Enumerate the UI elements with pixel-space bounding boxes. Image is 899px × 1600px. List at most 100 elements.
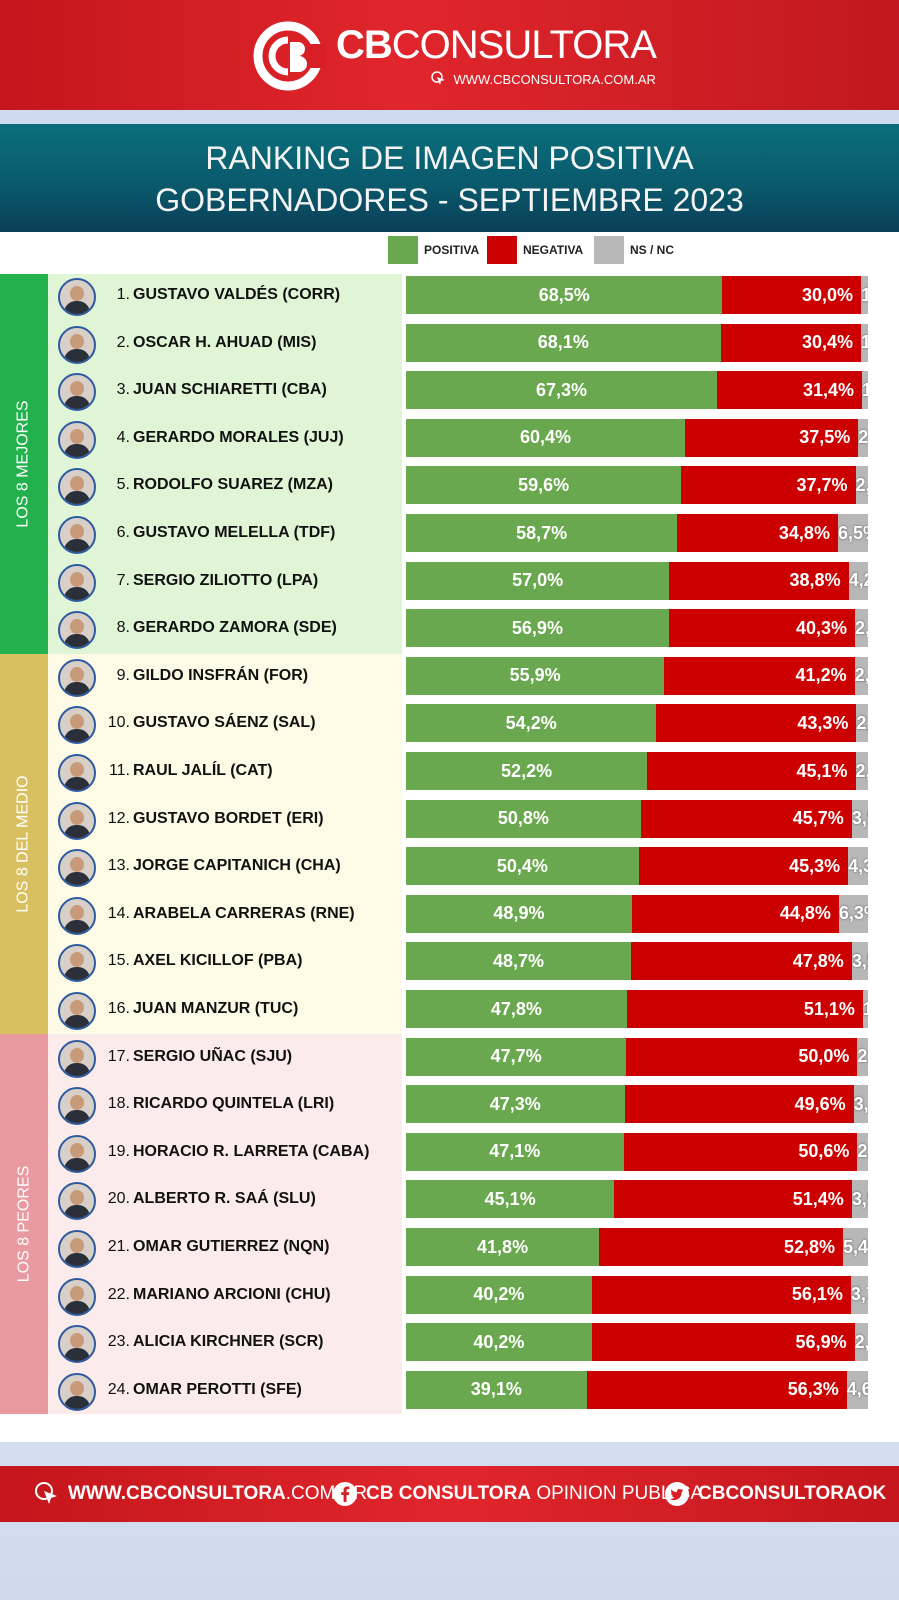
nsnc-bar-segment: 2,3: [857, 1037, 868, 1076]
positiva-bar-segment: 50,4%: [406, 847, 639, 886]
data-label: 45,1%: [484, 1188, 536, 1209]
chart-subtitle: GOBERNADORES - SEPTIEMBRE 2023: [155, 182, 744, 218]
rank-number: 7.: [116, 571, 130, 589]
positiva-bar-segment: 40,2%: [406, 1275, 592, 1314]
rank-number: 9.: [116, 666, 130, 684]
footer-twitter-link[interactable]: CBCONSULTORAOK: [664, 1466, 886, 1522]
group-band-mejores: [0, 274, 48, 654]
nsnc-bar-segment: 2,1: [858, 418, 868, 457]
rank-number: 10.: [107, 714, 130, 732]
data-label: 51,1%: [803, 998, 855, 1019]
governor-name: GUSTAVO VALDÉS (CORR): [133, 286, 341, 303]
nsnc-bar-segment: 1,5: [861, 276, 868, 314]
ranking-row: 7.SERGIO ZILIOTTO (LPA) 57,0% 38,8% 4,2: [0, 560, 899, 608]
nsnc-bar-segment: 1,5: [861, 323, 868, 362]
rank-number: 21.: [107, 1238, 130, 1255]
rank-number: 19.: [107, 1142, 130, 1160]
nsnc-bar-segment: 2,8: [855, 609, 868, 648]
rank-number: 15.: [107, 952, 130, 970]
rank-number: 3.: [116, 381, 130, 399]
data-label: 2,8: [855, 617, 868, 638]
brand-name: CBCONSULTORA: [336, 23, 657, 67]
nsnc-bar-segment: 2,7: [855, 466, 868, 505]
governor-name: OMAR PEROTTI (SFE): [133, 1380, 302, 1398]
governor-name: RICARDO QUINTELA (LRI): [133, 1095, 335, 1113]
brand-logo: CBCONSULTORA WWW.CBCONSULTORA.COM.AR: [250, 18, 657, 94]
negativa-bar-segment: 30,0%: [722, 276, 862, 314]
positiva-bar-segment: 67,3%: [406, 371, 717, 410]
stacked-bar: 47,7% 50,0% 2,3: [406, 1037, 868, 1076]
rank-number: 6.: [116, 524, 130, 541]
positiva-bar-segment: 50,8%: [406, 799, 641, 838]
data-label: 50,0%: [798, 1046, 850, 1067]
rank-number: 18.: [107, 1095, 130, 1113]
stacked-bar: 60,4% 37,5% 2,1: [406, 418, 868, 457]
brand-url-link[interactable]: WWW.CBCONSULTORA.COM.AR: [336, 71, 656, 87]
governor-name: SERGIO UÑAC (SJU): [133, 1047, 293, 1065]
stacked-bar: 48,7% 47,8% 3,5: [406, 942, 868, 981]
governor-photo-avatar: [58, 468, 96, 507]
stacked-bar: 68,5% 30,0% 1,5: [406, 276, 868, 314]
governor-name: GUSTAVO BORDET (ERI): [133, 809, 324, 827]
stacked-bar: 55,9% 41,2% 2,9: [406, 656, 868, 695]
governor-name: RAUL JALÍL (CAT): [133, 762, 273, 779]
data-label: 2,3: [857, 1141, 868, 1162]
data-label: 5,4%: [843, 1236, 868, 1257]
data-label: 1,1: [862, 998, 868, 1019]
governor-photo-avatar: [58, 1039, 96, 1078]
data-label: 2,3: [857, 1046, 868, 1067]
positiva-bar-segment: 54,2%: [406, 704, 657, 743]
ranking-row: 14.ARABELA CARRERAS (RNE) 48,9% 44,8% 6,3%: [0, 893, 899, 941]
governor-photo-avatar: [58, 896, 96, 935]
rank-number: 4.: [116, 428, 130, 446]
data-label: 50,8%: [497, 808, 549, 829]
stacked-bar: 39,1% 56,3% 4,6: [406, 1370, 868, 1409]
data-label: 37,5%: [799, 427, 851, 448]
positiva-bar-segment: 47,3%: [406, 1085, 625, 1124]
negativa-bar-segment: 49,6%: [624, 1085, 854, 1124]
data-label: 34,8%: [778, 522, 830, 543]
data-label: 56,9%: [795, 1331, 847, 1352]
legend-swatch-positiva: [388, 236, 418, 264]
data-label: 47,3%: [489, 1093, 541, 1114]
governor-photo-avatar: [58, 1277, 96, 1316]
negativa-bar-segment: 56,9%: [591, 1323, 855, 1362]
nsnc-bar-segment: 4,6: [846, 1370, 868, 1409]
governor-name: HORACIO R. LARRETA (CABA): [133, 1142, 370, 1160]
rank-number: 13.: [107, 857, 130, 875]
data-label: 3,5: [851, 1188, 868, 1209]
data-label: 50,4%: [496, 855, 548, 876]
governor-photo-avatar: [58, 1087, 96, 1126]
stacked-bar: 52,2% 45,1% 2,7: [406, 752, 868, 790]
data-label: 47,7%: [490, 1046, 542, 1067]
rank-number: 11.: [108, 762, 130, 779]
stacked-bar: 67,3% 31,4% 1,3: [406, 371, 868, 410]
governor-photo-avatar: [58, 1325, 96, 1364]
governor-photo-avatar: [58, 420, 96, 459]
footer-website-link[interactable]: WWW.CBCONSULTORA.COM.AR: [34, 1466, 367, 1522]
negativa-bar-segment: 50,0%: [626, 1037, 858, 1076]
negativa-bar-segment: 34,8%: [677, 514, 838, 552]
rank-number: 24.: [107, 1380, 130, 1398]
nsnc-bar-segment: 4,3: [848, 847, 868, 886]
positiva-bar-segment: 48,7%: [406, 942, 631, 981]
positiva-bar-segment: 56,9%: [406, 609, 669, 648]
nsnc-bar-segment: 2,9: [854, 1323, 868, 1362]
governor-photo-avatar: [58, 754, 96, 792]
positiva-bar-segment: 55,9%: [406, 656, 665, 695]
governor-name: SERGIO ZILIOTTO (LPA): [133, 571, 319, 589]
ranking-row: 21.OMAR GUTIERREZ (NQN) 41,8% 52,8% 5,4%: [0, 1226, 899, 1274]
data-label: 2,9: [854, 1331, 868, 1352]
data-label: 6,5%: [837, 522, 868, 543]
data-label: 48,7%: [492, 950, 545, 971]
data-label: 45,7%: [792, 808, 844, 829]
data-label: 47,1%: [489, 1141, 541, 1162]
data-label: 39,1%: [470, 1379, 522, 1400]
data-label: 60,4%: [520, 427, 572, 448]
data-label: 44,8%: [779, 903, 831, 924]
footer-facebook-link[interactable]: CB CONSULTORA OPINION PUBLICA: [332, 1466, 703, 1522]
group-band-peores: [0, 1034, 48, 1414]
data-label: 3,7: [850, 1284, 868, 1305]
data-label: 2,1: [858, 427, 868, 448]
ranking-row: 5.RODOLFO SUAREZ (MZA) 59,6% 37,7% 2,7: [0, 464, 899, 512]
